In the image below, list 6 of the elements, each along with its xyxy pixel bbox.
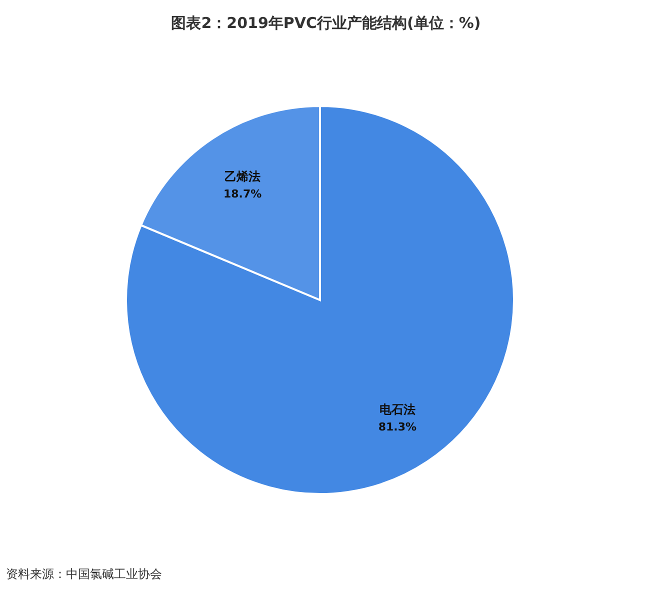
data-label: 81.3% bbox=[378, 420, 417, 434]
data-label: 18.7% bbox=[223, 188, 262, 201]
text: 资料来源：中国氯碱工业协会 bbox=[6, 567, 162, 581]
slice-label: 电石法 bbox=[379, 402, 416, 416]
slice-label: 乙烯法 bbox=[224, 170, 261, 184]
chart-title: 图表2：2019年PVC行业产能结构(单位：%) bbox=[171, 14, 481, 32]
